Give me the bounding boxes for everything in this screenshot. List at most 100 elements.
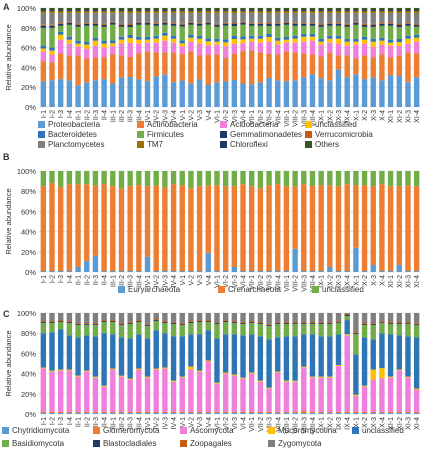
bar-segment-unclassified [335,334,342,366]
x-tick-label: IV-2 [154,417,161,430]
bar-segment-planctomycetes [413,12,420,24]
bar-segment-others [222,8,229,10]
bar-segment-euryarchaeota [188,270,194,272]
bar-segment-tm7 [136,10,142,13]
bar-segment-actinobacteria [92,57,99,81]
bar-segment-glomeromycota [266,411,272,413]
x-tick-label: III-3 [128,417,135,429]
bar-segment-mucoromycotina [266,387,272,389]
bar-segment-chloroflexi [266,10,272,11]
bar-segment-crenarchaeota [396,186,402,265]
bar-segment-actinobacteria [379,54,385,81]
bar-segment-bacteroidetes [344,38,350,42]
bar-segment-verrucomicrobia [153,22,159,24]
bar-segment-firmicutes [318,26,324,39]
bar-segment-verrucomicrobia [179,23,185,25]
bar-segment-chytridiomycota [75,412,81,414]
bar-segment-acidobacteria [118,43,125,56]
bar-segment-glomeromycota [49,411,55,413]
bar-segment-ascomycota [196,371,203,412]
x-tick-label: III-2 [119,417,126,429]
bar-segment-gemmatimonadetes [110,22,116,25]
bar-segment-basidiomycota [49,323,55,333]
bar-segment-acidobacteria [283,42,290,52]
x-tick-label: II-1 [76,110,83,120]
bar-segment-firmicutes [66,24,73,37]
bar-segment-chytridiomycota [379,412,385,414]
y-axis-label: Relative abundance [4,330,13,396]
bar-segment-planctomycetes [353,12,359,22]
bar-segment-chloroflexi [110,9,116,11]
legend-swatch [305,131,312,138]
bar-segment-chytridiomycota [283,412,290,414]
bar-segment-gemmatimonadetes [361,24,368,27]
bar-segment-euryarchaeota [58,270,64,272]
bar-segment-unclassified [118,337,125,376]
bar-segment-unclassified [257,38,264,43]
bar-segment-glomeromycota [309,411,316,413]
bar-segment-euryarchaeota [196,270,203,272]
bar-segment-unclassified [327,171,333,186]
bar-segment-tm7 [275,10,281,13]
bar-segment-others [118,8,125,10]
bar-segment-proteobacteria [101,79,107,107]
bar-segment-verrucomicrobia [335,22,342,24]
bar-segment-bacteroidetes [58,31,64,35]
y-tick-label: 80% [21,187,36,196]
bar-segment-unclassified [361,39,368,44]
x-tick-label: II-2 [84,110,91,120]
bar-segment-planctomycetes [101,12,107,24]
legend-swatch [2,440,9,447]
bar-segment-tm7 [257,10,264,13]
legend-label: Others [315,140,339,149]
bar-segment-tm7 [301,10,307,13]
bar-segment-glomeromycota [405,411,411,413]
bar-segment-gemmatimonadetes [396,25,402,27]
bar-segment-tm7 [92,10,99,13]
bar-segment-zygomycota [266,313,272,325]
bar-segment-unclassified [249,38,255,42]
bar-segment-actinobacteria [396,56,402,76]
bar-segment-tm7 [179,10,185,13]
bar-segment-gemmatimonadetes [387,23,394,26]
bar-segment-euryarchaeota [127,270,133,272]
y-tick-label: 20% [21,83,36,92]
bar-segment-planctomycetes [240,12,246,22]
bar-segment-zygomycota [84,313,90,324]
bar-segment-planctomycetes [188,12,194,22]
bar-segment-verrucomicrobia [205,21,211,23]
bar-segment-blastocladiales [188,322,194,324]
bar-segment-euryarchaeota [283,270,290,272]
bar-segment-acidobacteria [405,43,411,53]
bar-segment-crenarchaeota [222,186,229,271]
bar-segment-unclassified [136,39,142,44]
bar-segment-acidobacteria [144,42,151,52]
bar-segment-unclassified [153,171,159,186]
bar-segment-chytridiomycota [353,412,359,414]
bar-segment-planctomycetes [214,12,220,24]
bar-segment-chloroflexi [118,9,125,11]
bar-segment-unclassified [101,333,107,386]
bar-segment-tm7 [396,11,402,13]
bar-segment-chloroflexi [249,9,255,11]
x-tick-label: III-1 [110,110,117,122]
bar-segment-gemmatimonadetes [127,25,133,27]
bar-segment-basidiomycota [84,325,90,336]
bar-segment-mucoromycotina [309,376,316,378]
bar-segment-others [153,8,159,10]
bar-segment-unclassified [292,38,298,43]
bar-segment-gemmatimonadetes [249,23,255,26]
bar-segment-chytridiomycota [387,412,394,414]
bar-segment-ascomycota [136,369,142,412]
bar-segment-blastocladiales [249,322,255,324]
bar-segment-unclassified [222,42,229,47]
bar-segment-zoopagales [353,332,359,334]
bar-segment-crenarchaeota [249,186,255,271]
bar-segment-proteobacteria [66,80,73,107]
bar-segment-tm7 [162,10,168,13]
bar-segment-firmicutes [327,25,333,36]
bar-segment-acidobacteria [240,43,246,52]
bar-segment-crenarchaeota [170,184,177,271]
bar-segment-others [127,8,133,10]
bar-segment-actinobacteria [231,54,238,80]
